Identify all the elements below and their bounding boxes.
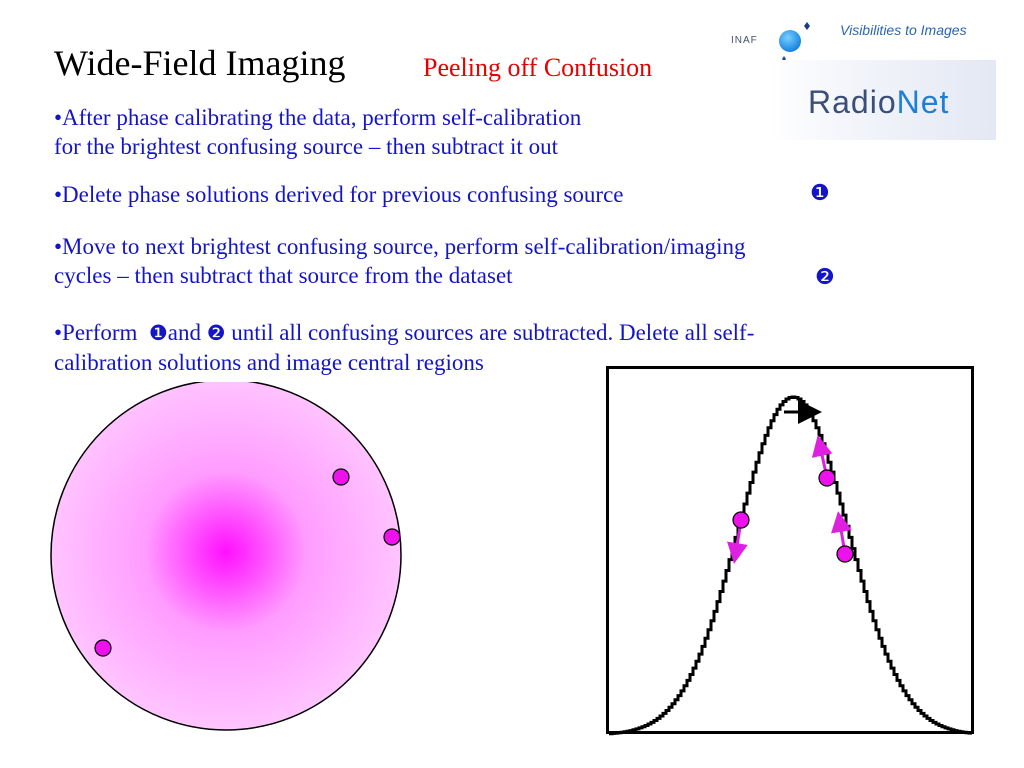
bullet-4-suffix: until all confusing sources are subtract… xyxy=(225,320,755,345)
bullet-3: •Move to next brightest confusing source… xyxy=(54,232,934,290)
bullet-1-line-1: •After phase calibrating the data, perfo… xyxy=(54,105,582,130)
step-1-marker-icon: ❶ xyxy=(810,181,830,206)
bullet-4-line-2: calibration solutions and image central … xyxy=(54,350,484,375)
step-2-inline-icon: ❷ xyxy=(206,321,226,345)
confusing-source-1 xyxy=(332,468,350,486)
bullet-4: •Perform ❶and ❷ until all confusing sour… xyxy=(54,318,934,377)
bullet-3-line-1: •Move to next brightest confusing source… xyxy=(54,234,746,259)
bullet-4-prefix: •Perform xyxy=(54,320,149,345)
beam-plot-box xyxy=(606,366,974,734)
inaf-label: INAF xyxy=(731,35,758,46)
step-1-inline-icon: ❶ xyxy=(148,321,168,345)
field-circle xyxy=(50,382,402,731)
bullet-4-and: and xyxy=(167,320,207,345)
logo-tagline: Visibilities to Images xyxy=(840,22,967,38)
slide-subtitle: Peeling off Confusion xyxy=(423,53,653,82)
slide-title: Wide-Field Imaging xyxy=(54,43,346,83)
bullet-3-line-2: cycles – then subtract that source from … xyxy=(54,263,513,288)
confusing-source-3 xyxy=(94,639,112,657)
inaf-ball-icon xyxy=(779,30,801,52)
radionet-logo: RadioNet xyxy=(808,84,949,121)
radionet-panel xyxy=(768,60,996,140)
field-of-view-figure xyxy=(50,382,402,731)
bullet-2-line-1: •Delete phase solutions derived for prev… xyxy=(54,182,624,207)
bullet-4-line-1: •Perform ❶and ❷ until all confusing sour… xyxy=(54,318,934,348)
bullet-1: •After phase calibrating the data, perfo… xyxy=(54,103,934,161)
step-2-marker-icon: ❷ xyxy=(815,265,835,290)
radionet-radio: Radio xyxy=(808,84,897,120)
confusing-source-2 xyxy=(383,528,401,546)
inaf-diamond-icon xyxy=(804,22,810,30)
radionet-net: Net xyxy=(896,84,950,120)
bullet-2: •Delete phase solutions derived for prev… xyxy=(54,180,934,209)
bullet-1-line-2: for the brightest confusing source – the… xyxy=(54,134,558,159)
